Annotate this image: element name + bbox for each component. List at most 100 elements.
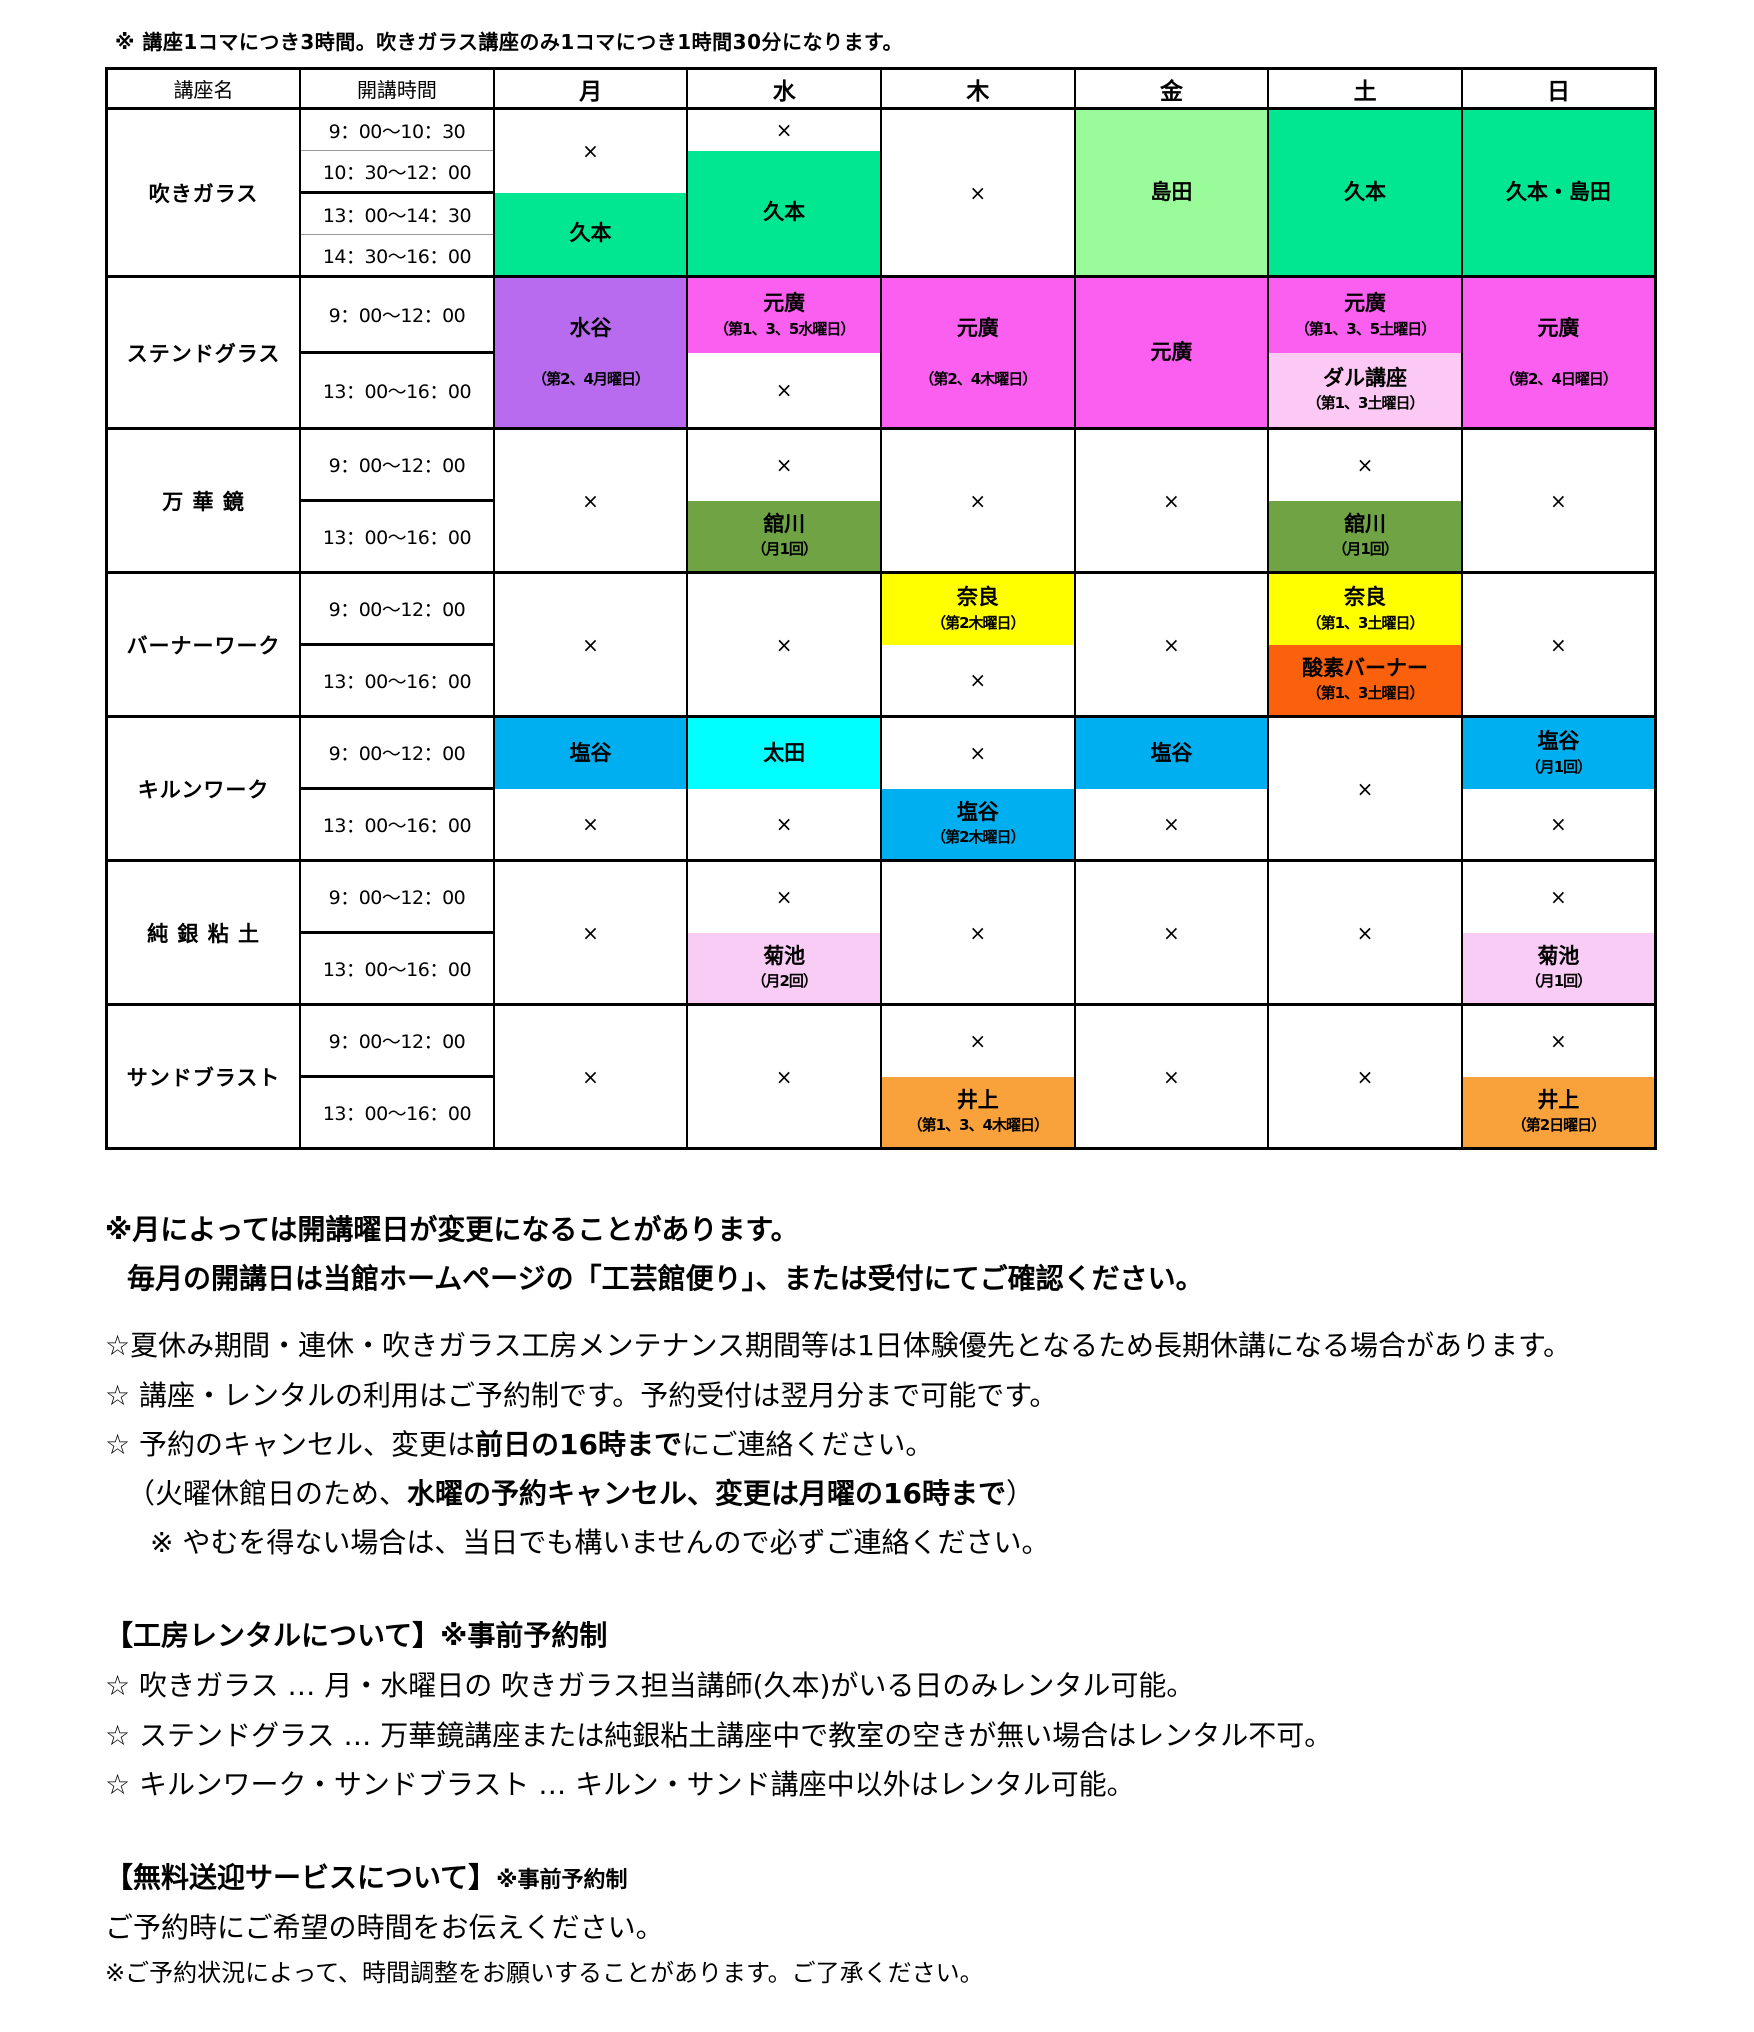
time-slot: 13：00～16：00 xyxy=(299,352,494,429)
closed-cell: × xyxy=(1460,859,1656,933)
closed-cell: × xyxy=(1073,1003,1269,1149)
instructor-cell: 元廣 （第1、3、5水曜日） xyxy=(686,275,881,353)
header-course-name: 講座名 xyxy=(105,68,301,110)
note-reservation: ☆ 講座・レンタルの利用はご予約制です。予約受付は翌月分まで可能です。 xyxy=(105,1378,1058,1412)
course-name: バーナーワーク xyxy=(105,571,301,717)
schedule-page: ※ 講座1コマにつき3時間。吹きガラス講座のみ1コマにつき1時間30分になります… xyxy=(105,30,1660,1991)
instructor-cell: 舘川 （月1回） xyxy=(686,500,881,573)
closed-cell: × xyxy=(1460,788,1656,861)
time-slot: 13：00～16：00 xyxy=(299,1076,494,1149)
time-slot: 13：00～14：30 xyxy=(299,192,494,235)
instructor-cell: 奈良 （第1、3土曜日） xyxy=(1267,571,1462,645)
course-row: 10：30～12：00 久本 xyxy=(107,150,1656,277)
time-slot: 13：00～16：00 xyxy=(299,932,494,1005)
note-cancel-deadline: ☆ 予約のキャンセル、変更は前日の16時までにご連絡ください。 xyxy=(105,1427,934,1461)
closed-cell: × xyxy=(686,788,881,861)
course-row: 万 華 鏡 9：00～12：00 × × × × × × xyxy=(105,427,1656,573)
instructor-cell: 塩谷 xyxy=(492,715,688,789)
closed-cell: × xyxy=(1267,1003,1462,1149)
course-row: 13：00～16：00 菊池 （月2回） 菊池 （月1回） xyxy=(107,932,1656,1005)
course-row: バーナーワーク 9：00～12：00 × × 奈良 （第2木曜日） × 奈良 （第1、3土曜日）… xyxy=(105,571,1656,717)
closed-cell: × xyxy=(686,427,881,501)
header-class-time: 開講時間 xyxy=(299,68,494,110)
instructor-cell: 元廣 （第1、3、5土曜日） xyxy=(1267,275,1462,353)
rental-item-glassblowing: ☆ 吹きガラス … 月・水曜日の 吹きガラス担当講師(久本)がいる日のみレンタル… xyxy=(105,1669,1195,1703)
closed-cell: × xyxy=(1460,1003,1656,1077)
instructor-cell: 菊池 （月1回） xyxy=(1460,932,1656,1005)
closed-cell: × xyxy=(686,107,881,151)
top-note: ※ 講座1コマにつき3時間。吹きガラス講座のみ1コマにつき1時間30分になります… xyxy=(115,30,904,54)
instructor-cell: 塩谷 （月1回） xyxy=(1460,715,1656,789)
closed-cell: × xyxy=(1073,788,1269,861)
closed-cell: × xyxy=(686,1003,881,1149)
closed-cell: × xyxy=(1460,427,1656,573)
closed-cell: × xyxy=(1073,427,1269,573)
closed-cell: × xyxy=(492,571,688,717)
closed-cell: × xyxy=(880,859,1075,1005)
instructor-cell: 水谷 （第2、4月曜日） xyxy=(492,275,688,429)
header-day: 日 xyxy=(1460,68,1656,110)
closed-cell: × xyxy=(1460,571,1656,717)
instructor-cell: 塩谷 xyxy=(1073,715,1269,789)
time-slot: 9：00～12：00 xyxy=(299,859,494,934)
course-row: 14：30～16：00 xyxy=(107,234,1656,277)
course-row: キルンワーク 9：00～12：00 塩谷 太田 × 塩谷 × 塩谷 （月1回） xyxy=(105,715,1656,861)
closed-cell: × xyxy=(1073,859,1269,1005)
closed-cell: × xyxy=(1073,571,1269,717)
closed-cell: × xyxy=(492,427,688,573)
closed-cell: × xyxy=(492,107,688,193)
instructor-cell: 元廣 （第2、4木曜日） xyxy=(880,275,1075,429)
time-slot: 9：00～10：30 xyxy=(299,107,494,151)
course-row: 13：00～16：00 × 酸素バーナー （第1、3土曜日） xyxy=(107,644,1656,717)
time-slot: 13：00～16：00 xyxy=(299,788,494,861)
closed-cell: × xyxy=(880,1003,1075,1077)
course-name: サンドブラスト xyxy=(105,1003,301,1149)
instructor-cell: 島田 xyxy=(1073,107,1269,277)
course-row: サンドブラスト 9：00～12：00 × × × × × × xyxy=(105,1003,1656,1149)
course-name: 純 銀 粘 土 xyxy=(105,859,301,1005)
instructor-cell: 久本 xyxy=(492,192,688,277)
header-day: 金 xyxy=(1073,68,1269,110)
closed-cell: × xyxy=(1267,859,1462,1005)
course-row: 吹きガラス 9：00～10：30 × × × 島田 久本 久本・島田 xyxy=(105,107,1656,277)
closed-cell: × xyxy=(492,859,688,1005)
course-name: キルンワーク xyxy=(105,715,301,861)
closed-cell: × xyxy=(880,715,1075,789)
course-row: 純 銀 粘 土 9：00～12：00 × × × × × × xyxy=(105,859,1656,1005)
closed-cell: × xyxy=(880,427,1075,573)
instructor-cell: 井上 （第1、3、4木曜日） xyxy=(880,1076,1075,1149)
shuttle-line1: ご予約時にご希望の時間をお伝えください。 xyxy=(105,1910,664,1944)
shuttle-section: 【無料送迎サービスについて】※事前予約制 ご予約時にご希望の時間をお伝えください… xyxy=(105,1856,1660,1991)
rental-item-kiln-sand: ☆ キルンワーク・サンドブラスト … キルン・サンド講座中以外はレンタル可能。 xyxy=(105,1767,1135,1801)
instructor-cell: 酸素バーナー （第1、3土曜日） xyxy=(1267,644,1462,717)
rental-section: 【工房レンタルについて】※事前予約制 ☆ 吹きガラス … 月・水曜日の 吹きガラ… xyxy=(105,1614,1660,1804)
time-slot: 10：30～12：00 xyxy=(299,150,494,194)
course-row: ステンドグラス 9：00～12：00 水谷 （第2、4月曜日） 元廣 （第1、3、5水曜日… xyxy=(105,275,1656,429)
time-slot: 9：00～12：00 xyxy=(299,571,494,646)
instructor-cell: 久本・島田 xyxy=(1460,107,1656,277)
course-row: 13：00～14：30 久本 xyxy=(107,192,1656,277)
instructor-cell: 菊池 （月2回） xyxy=(686,932,881,1005)
closed-cell: × xyxy=(1267,715,1462,861)
header-day: 木 xyxy=(880,68,1075,110)
instructor-cell: 元廣 （第2、4日曜日） xyxy=(1460,275,1656,429)
closed-cell: × xyxy=(686,352,881,429)
closed-cell: × xyxy=(492,1003,688,1149)
course-name: ステンドグラス xyxy=(105,275,301,429)
instructor-cell: 塩谷 （第2木曜日） xyxy=(880,788,1075,861)
notes-section: ※月によっては開講曜日が変更になることがあります。 毎月の開講日は当館ホームペー… xyxy=(105,1210,1660,1562)
schedule-table: 講座名 開講時間月水木金土日吹きガラス 9：00～10：30 × × × 島田 久本 久本・島田… xyxy=(105,67,1657,1150)
note-schedule-change: ※月によっては開講曜日が変更になることがあります。 xyxy=(105,1213,799,1246)
closed-cell: × xyxy=(686,571,881,717)
instructor-cell: 太田 xyxy=(686,715,881,789)
table-header-row: 講座名 開講時間月水木金土日 xyxy=(105,68,1656,110)
closed-cell: × xyxy=(686,859,881,933)
closed-cell: × xyxy=(880,107,1075,277)
instructor-cell: 久本 xyxy=(686,150,881,277)
instructor-cell: 奈良 （第2木曜日） xyxy=(880,571,1075,645)
time-slot: 13：00～16：00 xyxy=(299,500,494,573)
instructor-cell: 舘川 （月1回） xyxy=(1267,500,1462,573)
rental-item-stainedglass: ☆ ステンドグラス … 万華鏡講座または純銀粘土講座中で教室の空きが無い場合はレ… xyxy=(105,1718,1333,1752)
note-unavoidable: ※ やむを得ない場合は、当日でも構いませんので必ずご連絡ください。 xyxy=(150,1526,1050,1560)
course-name: 万 華 鏡 xyxy=(105,427,301,573)
